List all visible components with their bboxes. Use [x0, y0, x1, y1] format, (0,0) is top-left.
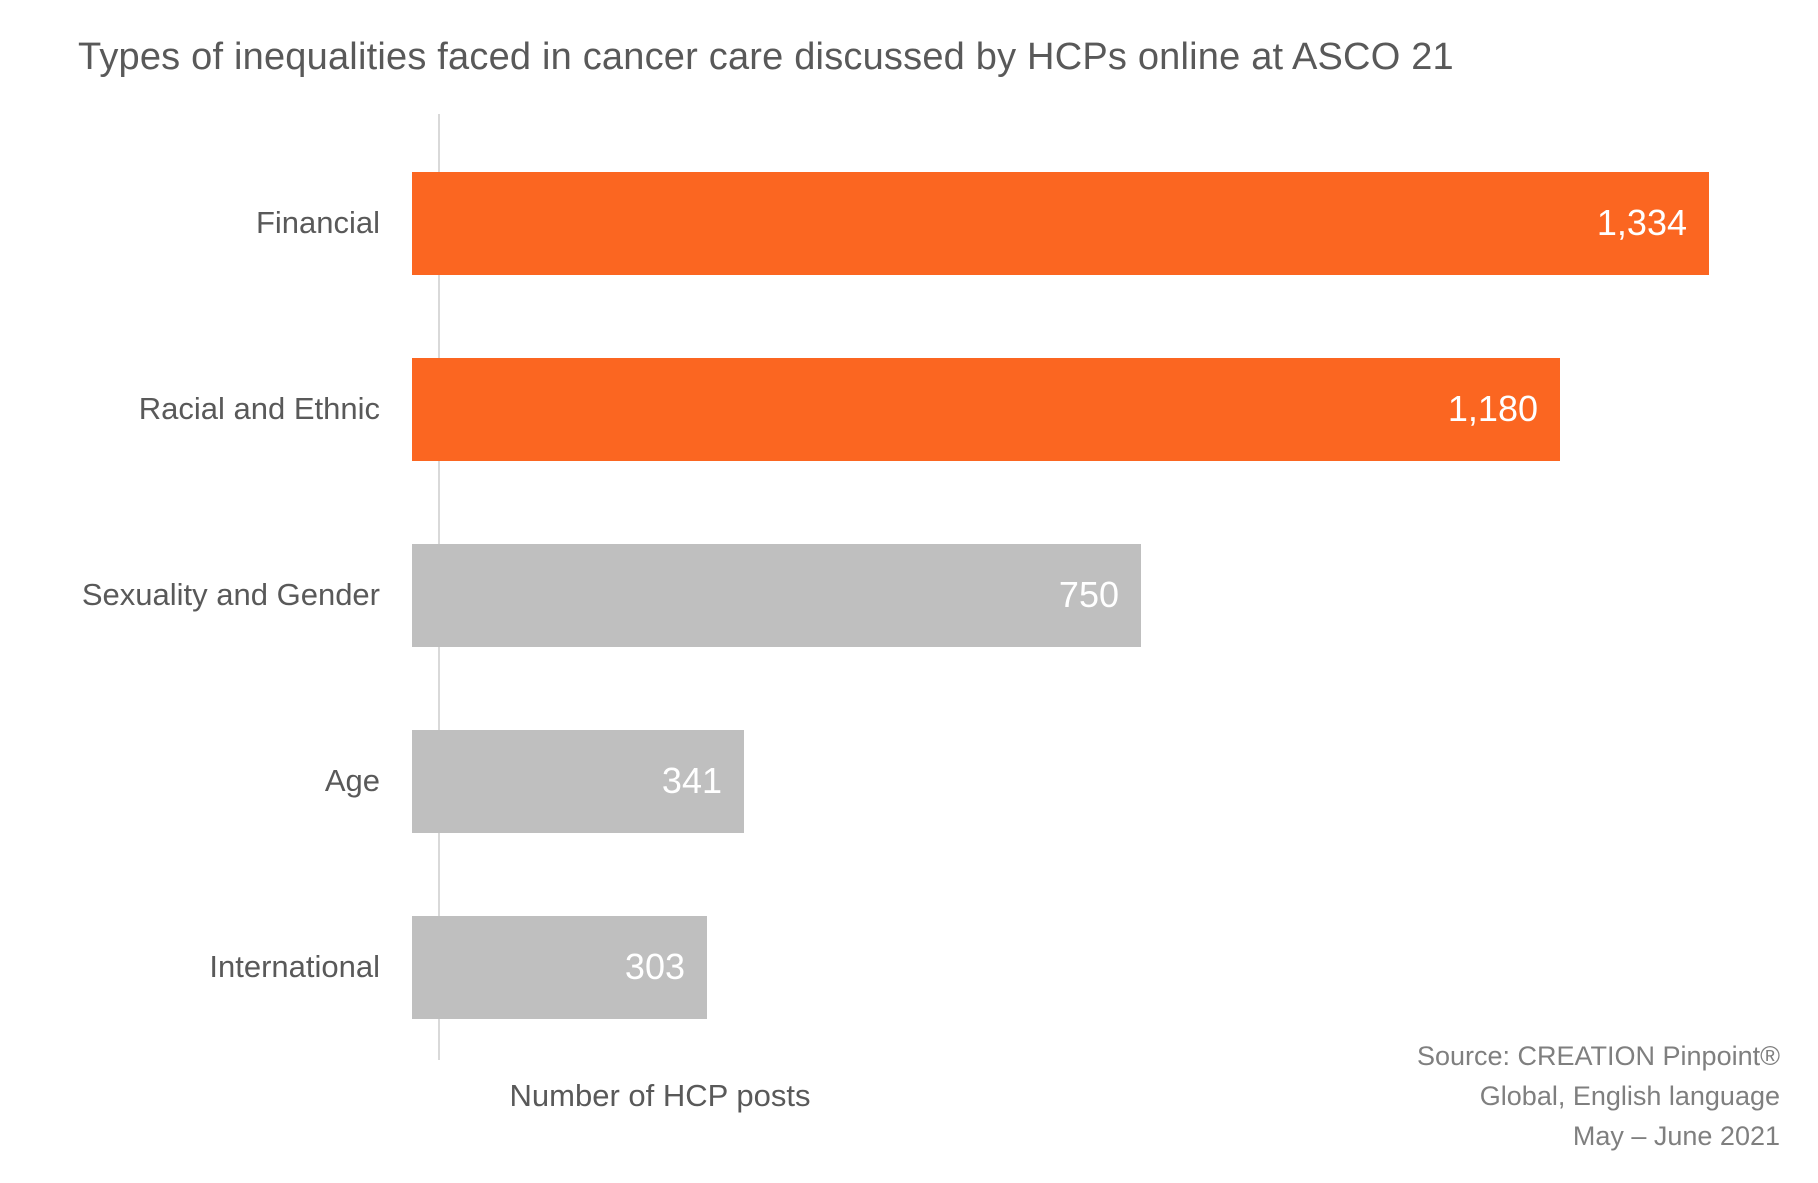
category-label: Age: [324, 763, 380, 798]
bar-row: Sexuality and Gender 750: [0, 502, 1818, 688]
bar-value-label: 341: [661, 760, 722, 801]
source-line-2: Global, English language: [1479, 1081, 1780, 1111]
bar-row: International 303: [0, 874, 1818, 1060]
bar-row: Racial and Ethnic 1,180: [0, 316, 1818, 502]
bar-row: Financial 1,334: [0, 130, 1818, 316]
bar-track: 303: [412, 915, 1818, 1019]
bar-row: Age 341: [0, 688, 1818, 874]
source-line-3: May – June 2021: [1572, 1121, 1780, 1151]
source-note: Source: CREATION Pinpoint® Global, Engli…: [1417, 1036, 1780, 1156]
category-label: International: [209, 949, 380, 984]
bar-international: 303: [412, 915, 707, 1019]
bar-financial: 1,334: [412, 171, 1709, 275]
bar-track: 1,180: [412, 357, 1818, 461]
bar-rows: Financial 1,334 Racial and Ethnic 1,180 Sexu…: [0, 130, 1818, 1060]
bar-racial-and-ethnic: 1,180: [412, 357, 1560, 461]
x-axis-label: Number of HCP posts: [509, 1078, 811, 1113]
bar-value-label: 1,180: [1447, 388, 1538, 429]
bar-sexuality-and-gender: 750: [412, 543, 1141, 647]
bar-value-label: 303: [624, 946, 685, 987]
bar-age: 341: [412, 729, 744, 833]
bar-value-label: 750: [1058, 574, 1119, 615]
chart-title: Types of inequalities faced in cancer ca…: [78, 36, 1454, 78]
category-label: Racial and Ethnic: [138, 391, 380, 426]
bar-track: 1,334: [412, 171, 1818, 275]
category-label: Financial: [255, 205, 380, 240]
bar-value-label: 1,334: [1596, 202, 1687, 243]
bar-track: 341: [412, 729, 1818, 833]
source-line-1: Source: CREATION Pinpoint®: [1416, 1041, 1780, 1071]
bar-track: 750: [412, 543, 1818, 647]
category-label: Sexuality and Gender: [81, 577, 380, 612]
